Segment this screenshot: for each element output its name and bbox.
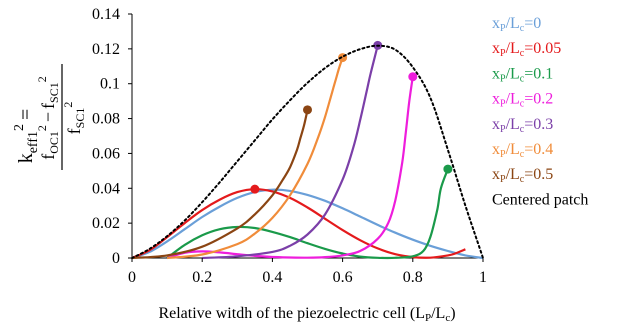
legend: xP/Lc=0 xP/Lc=0.05 xP/Lc=0.1 xP/Lc=0.2 xP/Lc… (492, 15, 588, 208)
y-tick-label: 0.06 (92, 145, 120, 162)
series-line-5 (166, 57, 344, 260)
legend-entry-5: xP/Lc=0.4 (492, 141, 553, 160)
y-tick-label: 0.08 (92, 111, 120, 128)
legend-entry-4: xP/Lc=0.3 (492, 116, 553, 135)
legend-entry-0: xP/Lc=0 (492, 15, 541, 34)
x-tick-label: 0.6 (333, 269, 353, 286)
x-tick-label: 0.2 (192, 269, 212, 286)
y-axis-title: keff12= (12, 109, 41, 164)
legend-entry-7: Centered patch (492, 191, 588, 208)
y-tick-label: 0.04 (92, 180, 120, 197)
y-tick-label: 0.12 (92, 41, 120, 58)
x-tick-label: 0 (128, 269, 136, 286)
y-tick-label: 0.1 (100, 76, 120, 93)
series-line-0 (131, 188, 484, 260)
series-marker-6 (303, 105, 312, 115)
series-line-2 (166, 168, 449, 260)
legend-entry-3: xP/Lc=0.2 (492, 91, 553, 110)
legend-entry-6: xP/Lc=0.5 (492, 166, 553, 185)
tick-labels: 0 0.02 0.04 0.06 0.08 0.1 0.12 0.14 0 0.2 0.4 0.6 0.… (92, 6, 487, 286)
y-axis-title-text: keff12= (12, 109, 41, 164)
x-tick-label: 0.4 (262, 269, 282, 286)
y-tick-label: 0.14 (92, 6, 120, 23)
legend-entry-1: xP/Lc=0.05 (492, 40, 561, 59)
plot-area (131, 14, 484, 260)
y-tick-label: 0.02 (92, 215, 120, 232)
series-line-6 (131, 109, 309, 260)
x-tick-label: 0.8 (403, 269, 423, 286)
fraction-denominator: fSC12 (61, 102, 87, 135)
y-axis-fraction: fOC12−fSC12 fSC12 (35, 64, 87, 170)
series-line-1 (131, 188, 466, 260)
legend-entry-2: xP/Lc=0.1 (492, 65, 553, 84)
series-marker-2 (443, 164, 453, 174)
series-marker-3 (408, 72, 418, 82)
x-axis-title: Relative witdh of the piezoelectric cell… (158, 305, 455, 324)
series-line-7 (131, 44, 484, 259)
y-tick-label: 0 (112, 250, 120, 267)
fraction-numerator: fOC12−fSC12 (35, 76, 61, 160)
x-tick-label: 1 (479, 269, 487, 286)
series-line-4 (202, 45, 379, 260)
series-line-3 (166, 76, 414, 260)
series-marker-1 (250, 184, 260, 194)
